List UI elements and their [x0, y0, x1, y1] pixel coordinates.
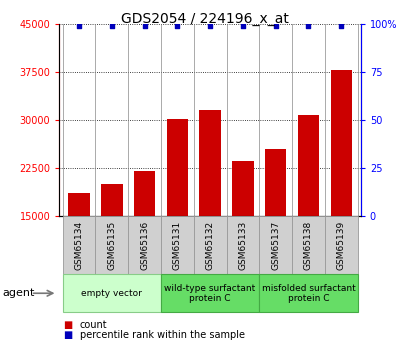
Bar	[63, 274, 161, 312]
Text: count: count	[80, 320, 107, 330]
Bar	[324, 216, 357, 274]
Text: GDS2054 / 224196_x_at: GDS2054 / 224196_x_at	[121, 12, 288, 26]
Text: GSM65134: GSM65134	[74, 220, 83, 269]
Bar	[161, 274, 258, 312]
Bar	[264, 149, 285, 312]
Text: ■: ■	[63, 320, 73, 330]
Bar	[101, 184, 122, 312]
Text: GSM65132: GSM65132	[205, 220, 214, 269]
Point	[141, 23, 148, 29]
Bar	[161, 216, 193, 274]
Bar	[231, 161, 253, 312]
Text: GSM65136: GSM65136	[140, 220, 149, 269]
Bar	[166, 119, 188, 312]
Point	[272, 23, 278, 29]
Point	[239, 23, 245, 29]
Text: GSM65135: GSM65135	[107, 220, 116, 269]
Bar	[68, 193, 90, 312]
Bar	[193, 216, 226, 274]
Point	[304, 23, 311, 29]
Text: GSM65139: GSM65139	[336, 220, 345, 269]
Point	[174, 23, 180, 29]
Bar	[258, 274, 357, 312]
Text: ■: ■	[63, 330, 73, 339]
Text: GSM65131: GSM65131	[173, 220, 182, 269]
Text: GSM65133: GSM65133	[238, 220, 247, 269]
Text: agent: agent	[2, 288, 34, 298]
Bar	[291, 216, 324, 274]
Point	[207, 23, 213, 29]
Text: misfolded surfactant
protein C: misfolded surfactant protein C	[261, 284, 355, 303]
Bar	[330, 70, 351, 312]
Text: percentile rank within the sample: percentile rank within the sample	[80, 330, 244, 339]
Text: GSM65137: GSM65137	[270, 220, 279, 269]
Text: wild-type surfactant
protein C: wild-type surfactant protein C	[164, 284, 255, 303]
Bar	[134, 171, 155, 312]
Text: empty vector: empty vector	[81, 289, 142, 298]
Bar	[128, 216, 161, 274]
Bar	[297, 115, 318, 312]
Bar	[63, 216, 95, 274]
Bar	[95, 216, 128, 274]
Bar	[199, 110, 220, 312]
Point	[337, 23, 344, 29]
Text: GSM65138: GSM65138	[303, 220, 312, 269]
Bar	[226, 216, 258, 274]
Point	[76, 23, 82, 29]
Bar	[258, 216, 291, 274]
Point	[108, 23, 115, 29]
